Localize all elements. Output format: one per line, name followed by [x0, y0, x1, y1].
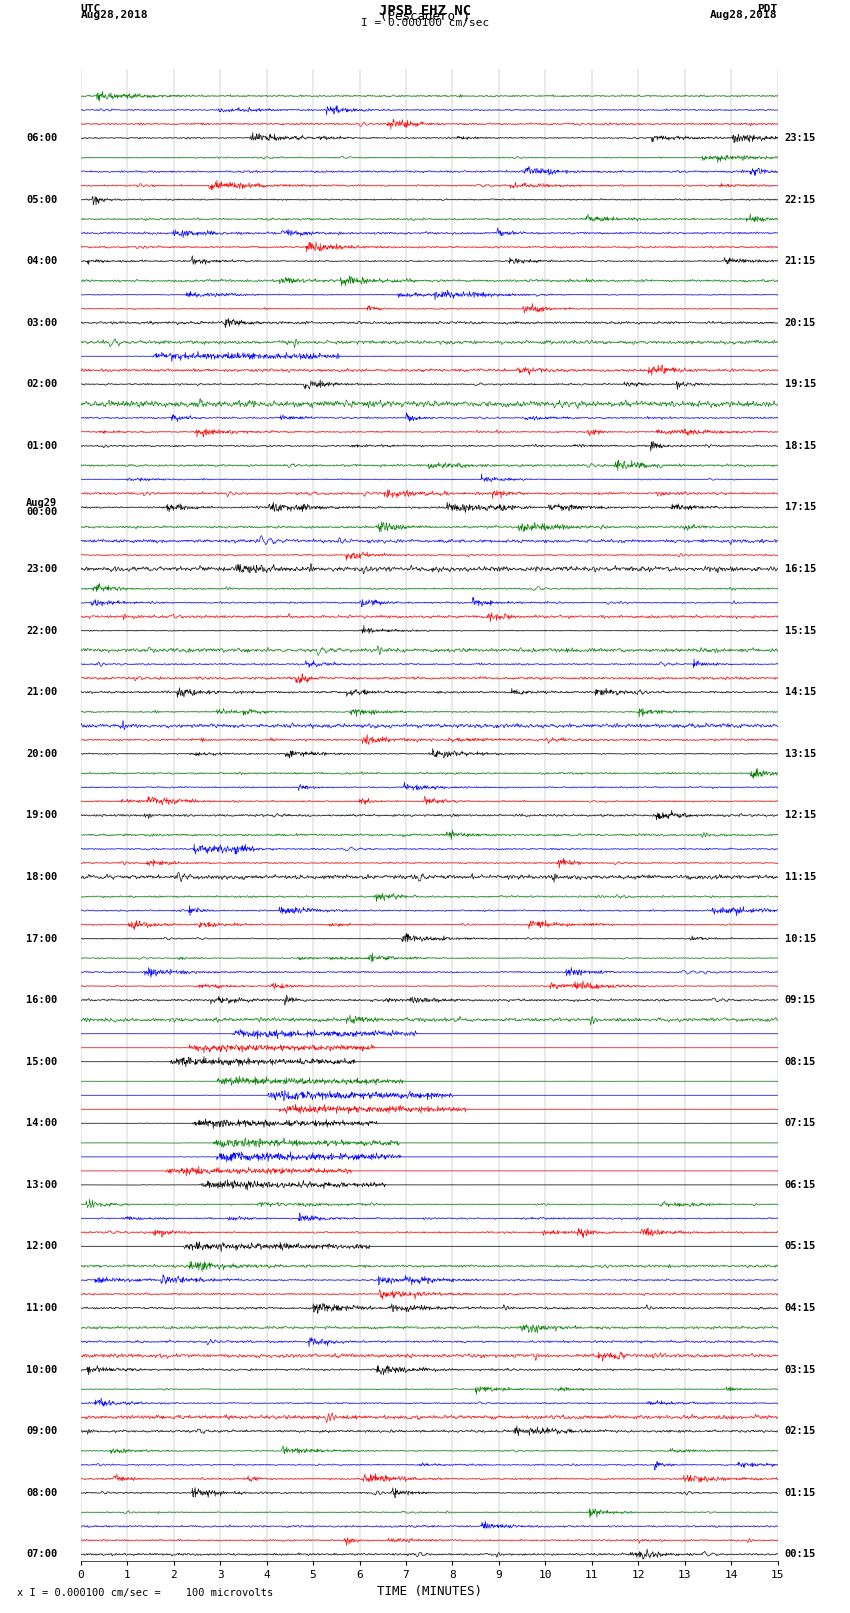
Text: 10:00: 10:00 — [26, 1365, 58, 1374]
Text: 17:15: 17:15 — [785, 502, 816, 513]
Text: 14:15: 14:15 — [785, 687, 816, 697]
Text: 04:00: 04:00 — [26, 256, 58, 266]
Text: 23:00: 23:00 — [26, 565, 58, 574]
Text: 02:15: 02:15 — [785, 1426, 816, 1436]
Text: 16:00: 16:00 — [26, 995, 58, 1005]
Text: 09:15: 09:15 — [785, 995, 816, 1005]
Text: 00:15: 00:15 — [785, 1550, 816, 1560]
Text: 18:15: 18:15 — [785, 440, 816, 452]
Text: 20:00: 20:00 — [26, 748, 58, 758]
Text: 13:15: 13:15 — [785, 748, 816, 758]
Text: 04:15: 04:15 — [785, 1303, 816, 1313]
Text: I = 0.000100 cm/sec: I = 0.000100 cm/sec — [361, 18, 489, 27]
Text: 08:00: 08:00 — [26, 1487, 58, 1498]
Text: 22:00: 22:00 — [26, 626, 58, 636]
Text: 22:15: 22:15 — [785, 195, 816, 205]
Text: 03:15: 03:15 — [785, 1365, 816, 1374]
Text: 15:00: 15:00 — [26, 1057, 58, 1066]
Text: x I = 0.000100 cm/sec =    100 microvolts: x I = 0.000100 cm/sec = 100 microvolts — [17, 1589, 273, 1598]
Text: 08:15: 08:15 — [785, 1057, 816, 1066]
Text: Aug28,2018: Aug28,2018 — [711, 11, 778, 21]
Text: 14:00: 14:00 — [26, 1118, 58, 1129]
Text: 19:15: 19:15 — [785, 379, 816, 389]
Text: 05:00: 05:00 — [26, 195, 58, 205]
Text: 12:15: 12:15 — [785, 810, 816, 821]
Text: JPSB EHZ NC: JPSB EHZ NC — [379, 5, 471, 18]
Text: 07:00: 07:00 — [26, 1550, 58, 1560]
Text: 01:15: 01:15 — [785, 1487, 816, 1498]
Text: 06:00: 06:00 — [26, 132, 58, 144]
Text: Aug29
00:00: Aug29 00:00 — [26, 498, 58, 518]
Text: 23:15: 23:15 — [785, 132, 816, 144]
Text: UTC: UTC — [81, 5, 101, 15]
Text: PDT: PDT — [757, 5, 778, 15]
Text: 06:15: 06:15 — [785, 1179, 816, 1190]
Text: 05:15: 05:15 — [785, 1242, 816, 1252]
Text: 17:00: 17:00 — [26, 934, 58, 944]
Text: 11:00: 11:00 — [26, 1303, 58, 1313]
Text: 09:00: 09:00 — [26, 1426, 58, 1436]
Text: 21:00: 21:00 — [26, 687, 58, 697]
Text: 02:00: 02:00 — [26, 379, 58, 389]
Text: 01:00: 01:00 — [26, 440, 58, 452]
X-axis label: TIME (MINUTES): TIME (MINUTES) — [377, 1584, 482, 1597]
Text: 10:15: 10:15 — [785, 934, 816, 944]
Text: 18:00: 18:00 — [26, 873, 58, 882]
Text: 21:15: 21:15 — [785, 256, 816, 266]
Text: 11:15: 11:15 — [785, 873, 816, 882]
Text: 19:00: 19:00 — [26, 810, 58, 821]
Text: 20:15: 20:15 — [785, 318, 816, 327]
Text: 07:15: 07:15 — [785, 1118, 816, 1129]
Text: 15:15: 15:15 — [785, 626, 816, 636]
Text: 12:00: 12:00 — [26, 1242, 58, 1252]
Text: 03:00: 03:00 — [26, 318, 58, 327]
Text: 16:15: 16:15 — [785, 565, 816, 574]
Text: (Pescadero ): (Pescadero ) — [380, 11, 470, 24]
Text: 13:00: 13:00 — [26, 1179, 58, 1190]
Text: Aug28,2018: Aug28,2018 — [81, 11, 148, 21]
